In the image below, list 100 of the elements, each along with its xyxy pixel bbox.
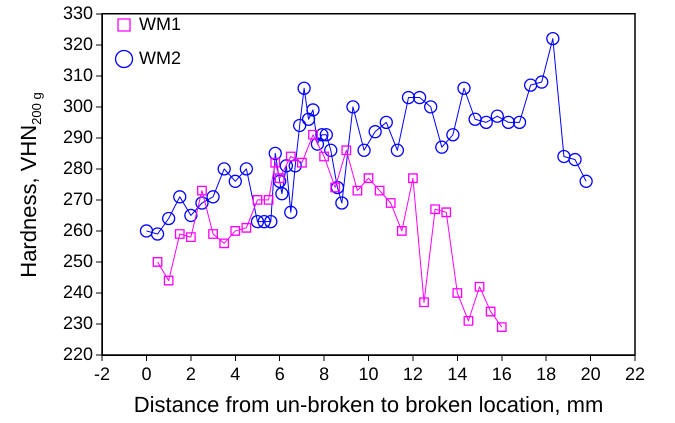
- point: [186, 232, 196, 242]
- point: [480, 116, 493, 130]
- y-tick-label: 320: [62, 34, 94, 54]
- y-tick-label: 310: [62, 64, 94, 85]
- point: [241, 222, 252, 233]
- y-tick-label: 220: [62, 344, 94, 364]
- point: [341, 145, 352, 156]
- point: [502, 116, 516, 130]
- point: [408, 173, 418, 184]
- x-tick-label: 0: [141, 364, 152, 384]
- x-tick-label: 12: [402, 364, 423, 384]
- y-tick-label: 290: [62, 126, 94, 147]
- point: [320, 128, 333, 142]
- point: [324, 144, 338, 157]
- point: [490, 110, 504, 123]
- point: [512, 116, 526, 130]
- point: [286, 152, 296, 162]
- x-axis-title: Distance from un-broken to broken location, mm: [134, 392, 604, 417]
- point: [430, 204, 440, 214]
- point: [474, 282, 484, 292]
- y-tick-label: 230: [62, 312, 94, 333]
- point: [252, 195, 262, 205]
- point: [315, 128, 329, 142]
- point: [524, 78, 538, 92]
- point: [402, 90, 416, 104]
- point: [464, 316, 474, 326]
- y-tick-label: 260: [62, 220, 94, 240]
- point: [346, 100, 360, 114]
- y-tick-label: 270: [62, 188, 94, 209]
- point: [579, 174, 593, 188]
- point: [152, 257, 162, 267]
- point: [297, 82, 311, 95]
- point: [264, 214, 278, 228]
- x-tick-label: 18: [536, 364, 556, 384]
- point: [240, 162, 254, 176]
- y-tick-label: 300: [62, 96, 94, 116]
- point: [557, 150, 571, 164]
- point: [257, 214, 271, 228]
- legend-label: WM1: [139, 14, 182, 34]
- x-tick-label: 14: [447, 364, 468, 384]
- point: [374, 186, 385, 196]
- point: [386, 198, 396, 208]
- point: [195, 196, 209, 210]
- point: [546, 32, 560, 46]
- point: [306, 103, 320, 117]
- point: [270, 158, 280, 168]
- point: [230, 226, 240, 236]
- point: [184, 208, 198, 222]
- point: [457, 82, 471, 95]
- point: [162, 212, 176, 226]
- point: [486, 306, 496, 316]
- point: [228, 174, 242, 188]
- point: [250, 214, 264, 228]
- y-tick-label: 250: [62, 250, 94, 271]
- point: [280, 159, 293, 172]
- point: [275, 187, 289, 200]
- x-tick-label: 20: [580, 364, 601, 384]
- point: [264, 195, 274, 205]
- point: [424, 100, 438, 114]
- x-tick-label: 2: [186, 364, 196, 384]
- point: [535, 75, 548, 89]
- point: [335, 196, 349, 210]
- point: [412, 90, 426, 104]
- point: [206, 190, 220, 204]
- point: [173, 190, 186, 204]
- point: [352, 186, 362, 196]
- x-tick-label: 6: [274, 364, 285, 384]
- y-tick-label: 330: [62, 2, 94, 23]
- point: [364, 173, 374, 184]
- point: [150, 227, 164, 241]
- point: [319, 152, 329, 162]
- point: [435, 140, 448, 154]
- x-tick-label: 8: [319, 364, 330, 384]
- point: [310, 137, 324, 151]
- point: [446, 128, 460, 142]
- point: [419, 297, 429, 308]
- point: [164, 276, 174, 286]
- point: [219, 238, 230, 248]
- point: [284, 206, 298, 219]
- point: [308, 130, 318, 140]
- y-tick-label: 280: [62, 158, 94, 178]
- point: [496, 322, 507, 332]
- point: [468, 112, 482, 126]
- x-tick-label: -2: [94, 364, 110, 384]
- point: [330, 180, 344, 194]
- point: [380, 116, 393, 130]
- point: [197, 186, 207, 196]
- point: [208, 229, 218, 239]
- x-tick-label: 16: [492, 364, 512, 384]
- x-tick-label: 22: [624, 364, 646, 384]
- x-tick-label: 4: [230, 364, 240, 384]
- point: [452, 288, 462, 298]
- point: [568, 152, 582, 166]
- point: [288, 159, 302, 172]
- legend-label: WM2: [139, 48, 182, 68]
- point: [218, 162, 231, 176]
- point: [268, 146, 282, 160]
- point: [302, 112, 316, 126]
- point: [357, 144, 371, 157]
- point: [396, 226, 407, 236]
